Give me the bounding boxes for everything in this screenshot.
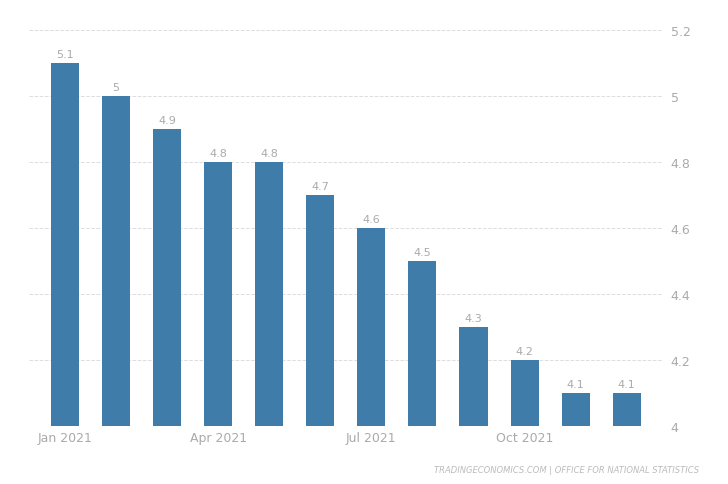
Text: 4.3: 4.3 [464, 313, 483, 323]
Bar [459, 327, 488, 426]
Text: 4.7: 4.7 [312, 182, 329, 192]
Bar [561, 393, 590, 426]
Text: 4.2: 4.2 [515, 346, 534, 356]
Text: TRADINGECONOMICS.COM | OFFICE FOR NATIONAL STATISTICS: TRADINGECONOMICS.COM | OFFICE FOR NATION… [434, 465, 699, 474]
Bar [102, 97, 130, 426]
Bar [408, 261, 437, 426]
Text: 4.6: 4.6 [363, 214, 380, 225]
Text: 5.1: 5.1 [56, 50, 74, 60]
Text: 4.1: 4.1 [618, 379, 636, 389]
Text: 4.5: 4.5 [414, 247, 431, 257]
Text: 4.9: 4.9 [158, 116, 176, 126]
Bar [510, 360, 539, 426]
Bar [613, 393, 641, 426]
Bar [255, 163, 283, 426]
Bar [153, 130, 181, 426]
Text: 4.8: 4.8 [209, 149, 227, 159]
Bar [306, 196, 334, 426]
Bar [357, 228, 385, 426]
Bar [51, 64, 79, 426]
Text: 4.1: 4.1 [567, 379, 585, 389]
Text: 4.8: 4.8 [260, 149, 278, 159]
Bar [204, 163, 232, 426]
Text: 5: 5 [112, 83, 119, 93]
